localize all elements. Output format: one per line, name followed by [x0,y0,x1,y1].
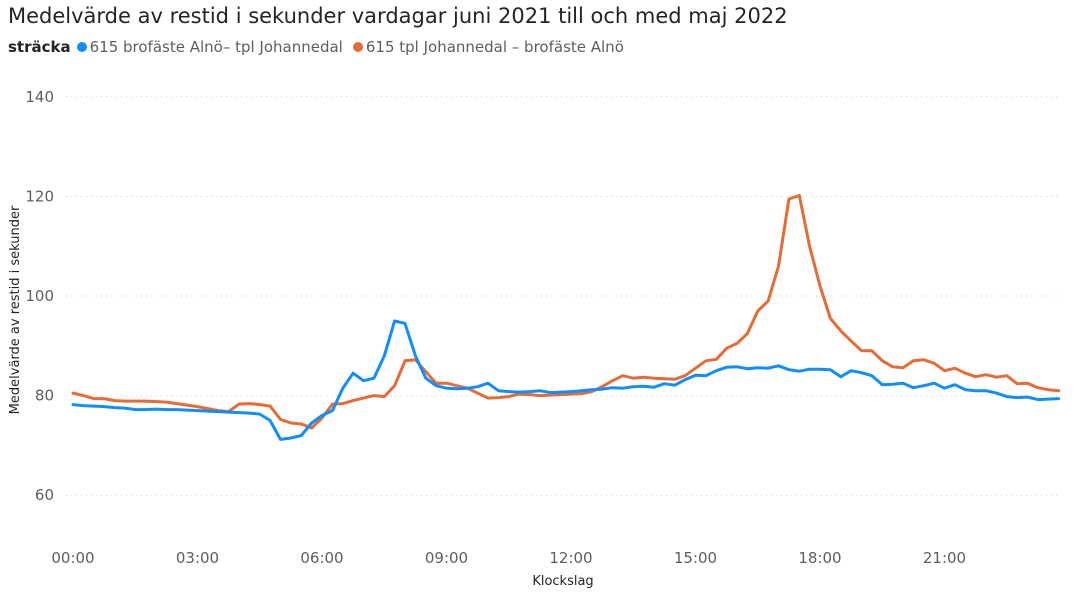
x-tick-label: 21:00 [923,549,966,567]
x-axis-title: Klockslag [532,574,593,589]
legend-item-series-2[interactable]: 615 tpl Johannedal – brofäste Alnö [352,38,624,56]
x-tick-label: 12:00 [549,549,592,567]
y-axis-ticks: 60 80 100 120 140 [25,88,54,504]
y-tick-label: 140 [25,88,54,106]
chart-title: Medelvärde av restid i sekunder vardagar… [8,4,788,28]
legend-dot-icon [76,42,87,52]
x-tick-label: 00:00 [51,549,94,567]
y-tick-label: 120 [25,187,54,205]
x-axis-ticks: 00:00 03:00 06:00 09:00 12:00 15:00 18:00 21:00 [51,549,966,567]
x-tick-label: 15:00 [674,549,717,567]
series-line-1[interactable] [71,319,1061,441]
legend-item-series-1[interactable]: 615 brofäste Alnö– tpl Johannedal [76,38,343,56]
gridlines [66,96,1058,496]
x-tick-label: 18:00 [798,549,841,567]
x-tick-label: 03:00 [176,549,219,567]
legend-dot-icon [352,42,363,52]
y-tick-label: 60 [35,486,54,504]
y-tick-label: 100 [25,287,54,305]
y-axis-title: Medelvärde av restid i sekunder [8,205,23,414]
legend-label-series-1: 615 brofäste Alnö– tpl Johannedal [89,38,343,56]
series-lines [71,194,1061,441]
series-line-2[interactable] [71,194,1061,430]
legend-label-series-2: 615 tpl Johannedal – brofäste Alnö [365,38,624,56]
x-tick-label: 09:00 [425,549,468,567]
x-tick-label: 06:00 [300,549,343,567]
legend-title: sträcka [8,38,71,56]
legend: sträcka 615 brofäste Alnö– tpl Johanneda… [8,38,634,56]
y-tick-label: 80 [35,387,54,405]
